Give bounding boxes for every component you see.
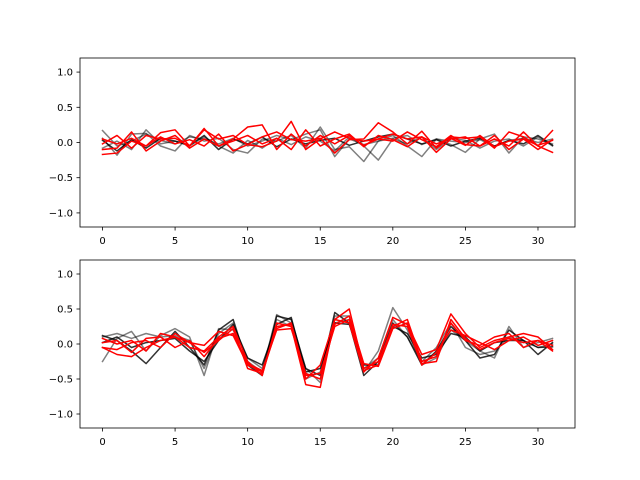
y-tick-label: −0.5 [49,173,73,184]
y-tick-label: 0.5 [57,305,73,316]
y-tick-label: 1.0 [57,270,73,281]
y-tick-label: −0.5 [49,375,73,386]
series-line-8 [101,129,554,152]
x-tick-label: 5 [172,236,178,247]
subplot-panels: 0 5 10 15 20 25 30 −1.0 −0.5 0.0 0.5 1.0 0 5 10 15 20 25 3… [49,57,576,448]
y-tick-label: −1.0 [49,208,73,219]
series-line-7 [101,120,554,152]
series-group [101,120,554,163]
series-group [101,306,554,389]
y-tick-label: 0.0 [57,340,73,351]
x-tick-label: 25 [459,236,472,247]
series-line-5 [101,124,554,156]
y-tick-label: 1.0 [57,68,73,79]
x-tick-label: 15 [314,236,327,247]
x-tick-label: 0 [99,437,105,448]
series-line-6 [101,308,554,380]
y-tick-label: −1.0 [49,410,73,421]
series-line-2 [101,126,554,163]
subplot-2: 0 5 10 15 20 25 30 −1.0 −0.5 0.0 0.5 1.0 [49,259,576,448]
x-tick-label: 25 [459,437,472,448]
x-tick-label: 30 [532,437,545,448]
x-tick-label: 0 [99,236,105,247]
series-line-8 [101,315,554,380]
x-tick-label: 10 [241,437,254,448]
x-tick-label: 20 [386,236,399,247]
x-tick-label: 15 [314,437,327,448]
x-tick-label: 5 [172,437,178,448]
y-tick-label: 0.0 [57,138,73,149]
y-tick-label: 0.5 [57,103,73,114]
subplot-1: 0 5 10 15 20 25 30 −1.0 −0.5 0.0 0.5 1.0 [49,57,576,247]
x-tick-label: 20 [386,437,399,448]
x-tick-label: 10 [241,236,254,247]
x-tick-label: 30 [532,236,545,247]
